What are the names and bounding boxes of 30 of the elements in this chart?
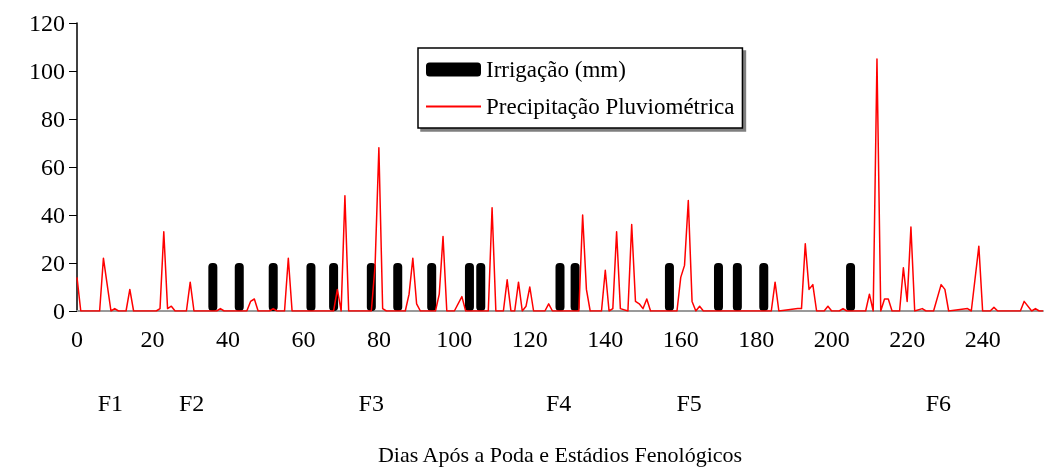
y-tick-label: 20 [41, 250, 65, 276]
x-tick-label: 160 [662, 326, 699, 352]
x-tick-label: 40 [215, 326, 240, 352]
x-tick-label: 20 [140, 326, 165, 352]
y-tick-label: 60 [41, 154, 65, 180]
x-tick-label: 180 [738, 326, 775, 352]
x-tick-label: 80 [366, 326, 391, 352]
text: F6 [925, 390, 951, 416]
y-tick-label: 40 [41, 202, 65, 228]
x-tick-label: 100 [436, 326, 473, 352]
text: F3 [358, 390, 384, 416]
legend-label: Precipitação Pluviométrica [486, 94, 735, 119]
y-tick-label: 100 [29, 58, 65, 84]
x-tick-label: 0 [71, 326, 83, 352]
x-tick-label: 240 [964, 326, 1001, 352]
y-tick-label: 120 [29, 10, 65, 36]
text: F5 [676, 390, 702, 416]
legend-label: Irrigação (mm) [486, 57, 626, 82]
x-axis-title: Dias Após a Poda e Estádios Fenológicos [377, 441, 743, 467]
text: F1 [97, 390, 124, 416]
x-tick-label: 200 [813, 326, 850, 352]
x-tick-label: 60 [291, 326, 316, 352]
x-tick-label: 220 [889, 326, 926, 352]
x-tick-label: 120 [511, 326, 548, 352]
y-tick-label: 80 [41, 106, 65, 132]
line-series [76, 58, 1044, 312]
text: F4 [546, 390, 572, 416]
x-tick-label: 140 [587, 326, 624, 352]
text: F2 [178, 390, 205, 416]
y-tick-label: 0 [53, 298, 65, 324]
